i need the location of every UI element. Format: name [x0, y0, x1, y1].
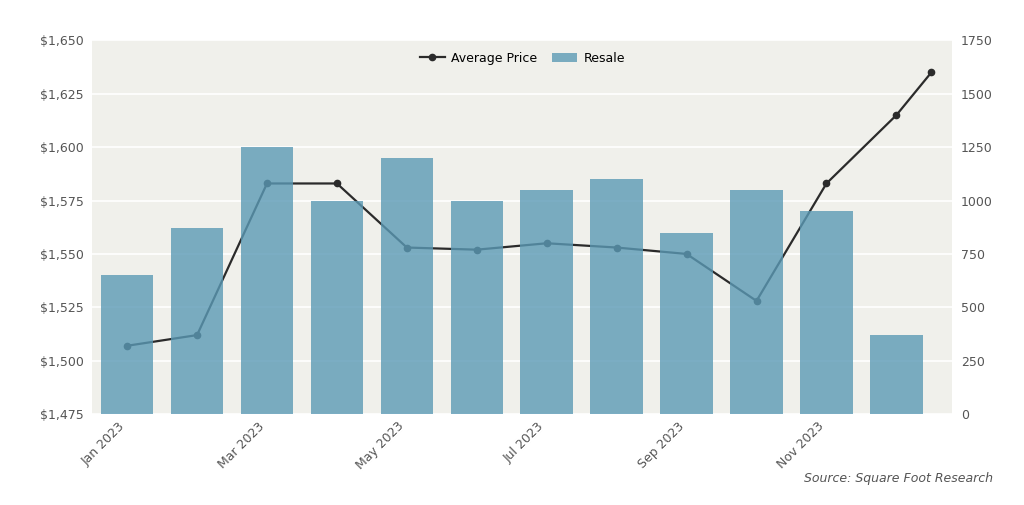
Bar	[730, 190, 782, 414]
Text: Source: Square Foot Research: Source: Square Foot Research	[804, 472, 993, 485]
Bar	[241, 147, 293, 414]
Bar	[381, 158, 433, 414]
Bar	[310, 200, 364, 414]
Bar	[101, 275, 154, 414]
Legend: Average Price, Resale: Average Price, Resale	[415, 46, 630, 70]
Bar	[520, 190, 573, 414]
Bar	[660, 233, 713, 414]
Bar	[800, 211, 853, 414]
Bar	[451, 200, 503, 414]
Bar	[870, 335, 923, 414]
Bar	[591, 179, 643, 414]
Bar	[171, 228, 223, 414]
